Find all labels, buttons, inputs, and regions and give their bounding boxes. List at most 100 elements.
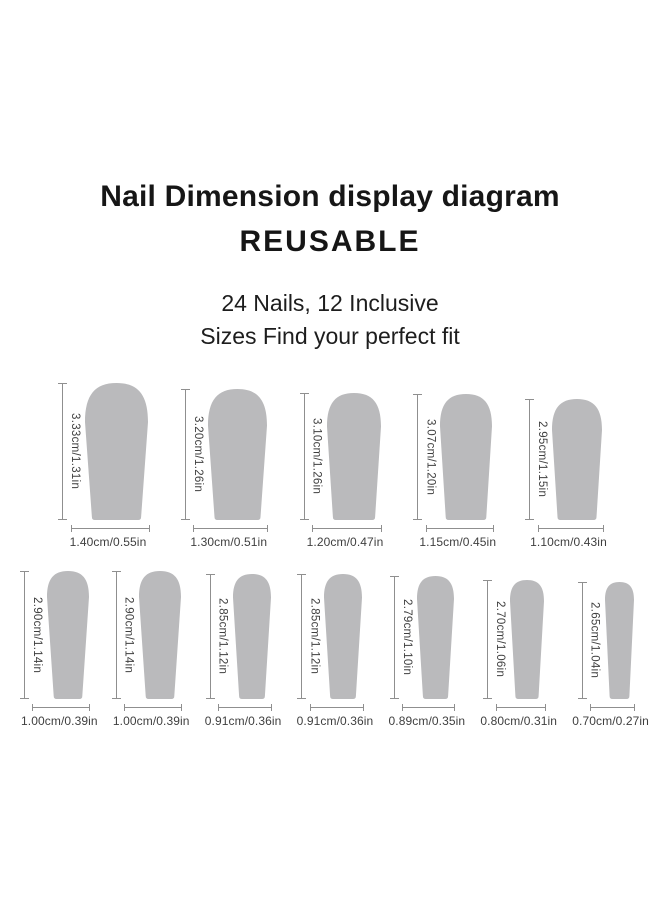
nail-height-label: 2.85cm/1.12in <box>216 598 229 675</box>
nail-shape-path <box>510 579 545 699</box>
nail-width-label: 0.91cm/0.36in <box>296 713 374 728</box>
width-dimension-line <box>590 703 636 711</box>
nail-height-label: 3.33cm/1.31in <box>69 413 81 490</box>
height-dimension-line <box>413 393 423 520</box>
width-dimension-line <box>32 703 91 711</box>
nail-height-label: 2.95cm/1.15in <box>536 421 548 498</box>
nail-size-item: 2.70cm/1.06in 0.80cm/0.31in <box>475 579 557 728</box>
width-dimension-line <box>537 524 604 532</box>
page-title: Nail Dimension display diagram <box>100 180 560 213</box>
nail-shape-path <box>85 382 148 520</box>
nail-row-bottom: 2.90cm/1.14in 1.00cm/0.39in 2.90cm/1.14i… <box>16 570 649 728</box>
height-dimension-line <box>483 579 493 699</box>
nail-shape <box>85 382 148 520</box>
nail-measure-group: 2.85cm/1.12in <box>297 573 363 699</box>
height-dimension-line <box>19 570 29 699</box>
nail-shape-path <box>416 575 454 699</box>
width-dimension-line <box>312 524 382 532</box>
height-dimension-line <box>389 575 399 699</box>
nail-size-item: 3.20cm/1.26in 1.30cm/0.51in <box>180 388 269 549</box>
nail-measure-group: 2.90cm/1.14in <box>111 570 181 699</box>
height-dimension-line <box>525 398 534 520</box>
nail-height-label: 2.90cm/1.14in <box>30 596 43 673</box>
nail-width-label: 1.00cm/0.39in <box>112 713 190 728</box>
nail-shape-path <box>232 573 271 699</box>
width-dimension-line <box>193 524 269 532</box>
nail-height-label: 2.90cm/1.14in <box>122 596 135 673</box>
nail-size-item: 2.65cm/1.04in 0.70cm/0.27in <box>567 581 649 728</box>
nail-size-item: 2.79cm/1.10in 0.89cm/0.35in <box>384 575 465 728</box>
nail-shape <box>46 570 89 699</box>
nail-size-item: 3.33cm/1.31in 1.40cm/0.55in <box>58 382 150 549</box>
nail-height-label: 3.10cm/1.26in <box>310 418 323 495</box>
width-dimension-line <box>218 703 273 711</box>
nail-shape <box>552 398 602 520</box>
width-dimension-line <box>124 703 183 711</box>
nail-width-label: 1.00cm/0.39in <box>21 713 98 728</box>
height-dimension-line <box>205 573 215 699</box>
nail-shape <box>416 575 454 699</box>
nail-shape <box>232 573 271 699</box>
nail-size-item: 3.10cm/1.26in 1.20cm/0.47in <box>299 392 384 549</box>
nail-width-label: 1.20cm/0.47in <box>306 534 384 549</box>
width-dimension-line <box>402 703 456 711</box>
height-dimension-line <box>180 388 190 520</box>
reusable-heading: REUSABLE <box>239 225 421 258</box>
height-dimension-line <box>58 382 67 520</box>
nail-shape <box>324 573 363 699</box>
header: Nail Dimension display diagram REUSABLE … <box>0 0 660 350</box>
height-dimension-line <box>299 392 309 520</box>
nail-width-label: 1.10cm/0.43in <box>530 534 607 549</box>
width-dimension-line <box>70 524 150 532</box>
nail-shape <box>510 579 545 699</box>
nail-shape <box>326 392 381 520</box>
nail-size-item: 2.85cm/1.12in 0.91cm/0.36in <box>292 573 373 728</box>
nail-shape <box>207 388 267 520</box>
nail-size-item: 3.07cm/1.20in 1.15cm/0.45in <box>413 393 496 549</box>
nail-shape-path <box>324 573 363 699</box>
nail-measure-group: 3.07cm/1.20in <box>413 393 493 520</box>
nail-measure-group: 3.33cm/1.31in <box>58 382 148 520</box>
width-dimension-line <box>309 703 364 711</box>
height-dimension-line <box>577 581 587 699</box>
nail-row-top: 3.33cm/1.31in 1.40cm/0.55in 3.20cm/1.26i… <box>58 382 607 549</box>
nail-shape-path <box>207 388 267 520</box>
nail-measure-group: 2.70cm/1.06in <box>483 579 545 699</box>
subtitle-line-1: 24 Nails, 12 Inclusive <box>221 290 439 316</box>
nail-shape <box>440 393 493 520</box>
nail-width-label: 1.40cm/0.55in <box>69 534 147 549</box>
nail-width-label: 0.80cm/0.31in <box>480 713 558 728</box>
nail-measure-group: 2.65cm/1.04in <box>577 581 634 699</box>
width-dimension-line <box>425 524 494 532</box>
nail-shape-path <box>440 393 493 520</box>
nail-shape <box>604 581 634 699</box>
nail-shape <box>138 570 181 699</box>
nail-height-label: 3.07cm/1.20in <box>424 418 437 495</box>
nail-measure-group: 3.20cm/1.26in <box>180 388 267 520</box>
nail-size-item: 2.90cm/1.14in 1.00cm/0.39in <box>108 570 189 728</box>
nail-shape-path <box>604 581 634 699</box>
nail-shape-path <box>46 570 89 699</box>
nail-height-label: 2.70cm/1.06in <box>494 601 507 678</box>
nail-width-label: 0.91cm/0.36in <box>204 713 282 728</box>
nail-size-item: 2.90cm/1.14in 1.00cm/0.39in <box>16 570 98 728</box>
nail-shape-path <box>326 392 381 520</box>
nail-size-item: 2.95cm/1.15in 1.10cm/0.43in <box>525 398 607 549</box>
nail-measure-group: 2.95cm/1.15in <box>525 398 602 520</box>
height-dimension-line <box>111 570 121 699</box>
nail-measure-group: 2.85cm/1.12in <box>205 573 271 699</box>
nail-width-label: 1.15cm/0.45in <box>419 534 497 549</box>
nail-measure-group: 2.90cm/1.14in <box>19 570 89 699</box>
nail-shape-path <box>552 398 602 520</box>
nail-measure-group: 2.79cm/1.10in <box>389 575 454 699</box>
nail-shape-path <box>138 570 181 699</box>
subtitle-line-2: Sizes Find your perfect fit <box>200 323 460 350</box>
height-dimension-line <box>297 573 307 699</box>
nail-height-label: 2.85cm/1.12in <box>308 598 321 675</box>
nail-height-label: 2.79cm/1.10in <box>400 599 413 676</box>
nail-height-label: 2.65cm/1.04in <box>588 602 601 679</box>
nail-measure-group: 3.10cm/1.26in <box>299 392 381 520</box>
nail-width-label: 0.89cm/0.35in <box>388 713 466 728</box>
nail-height-label: 3.20cm/1.26in <box>191 416 204 493</box>
